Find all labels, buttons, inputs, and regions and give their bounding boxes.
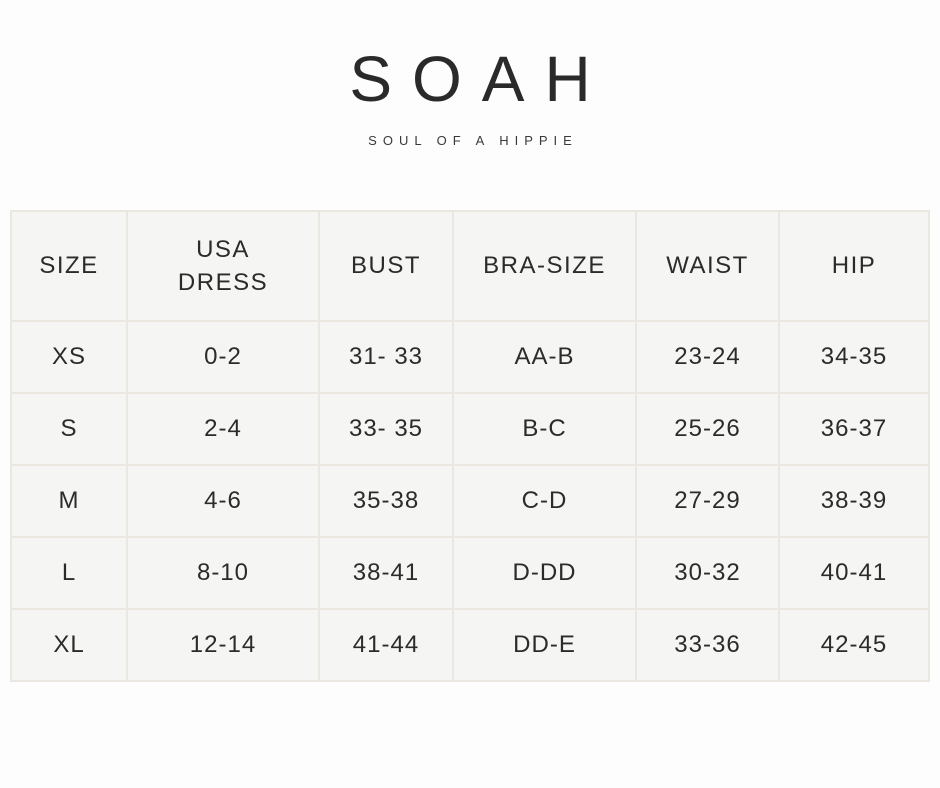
brand-header: SOAH SOUL OF A HIPPIE (0, 0, 940, 148)
cell-bust: 33- 35 (318, 392, 454, 467)
table-row-m: M 4-6 35-38 C-D 27-29 38-39 (10, 464, 930, 539)
cell-bra-size: AA-B (452, 320, 637, 395)
cell-size: S (10, 392, 128, 467)
cell-size: XL (10, 608, 128, 683)
cell-bust: 31- 33 (318, 320, 454, 395)
cell-bust: 41-44 (318, 608, 454, 683)
size-chart-section: SIZE USA DRESS BUST BRA-SIZE WAIST HIP X… (10, 210, 930, 683)
cell-bust: 35-38 (318, 464, 454, 539)
cell-bra-size: DD-E (452, 608, 637, 683)
cell-hip: 40-41 (778, 536, 930, 611)
cell-usa-dress: 2-4 (126, 392, 320, 467)
col-header-hip: HIP (778, 210, 930, 323)
cell-usa-dress: 4-6 (126, 464, 320, 539)
cell-bust: 38-41 (318, 536, 454, 611)
cell-size: L (10, 536, 128, 611)
table-row-l: L 8-10 38-41 D-DD 30-32 40-41 (10, 536, 930, 611)
table-row-s: S 2-4 33- 35 B-C 25-26 36-37 (10, 392, 930, 467)
cell-bra-size: D-DD (452, 536, 637, 611)
col-header-waist: WAIST (635, 210, 780, 323)
col-header-bra-size: BRA-SIZE (452, 210, 637, 323)
cell-waist: 30-32 (635, 536, 780, 611)
cell-usa-dress: 12-14 (126, 608, 320, 683)
cell-size: M (10, 464, 128, 539)
table-row-xs: XS 0-2 31- 33 AA-B 23-24 34-35 (10, 320, 930, 395)
brand-tagline: SOUL OF A HIPPIE (368, 133, 578, 149)
cell-waist: 27-29 (635, 464, 780, 539)
col-header-usa-dress: USA DRESS (126, 210, 320, 323)
table-row-xl: XL 12-14 41-44 DD-E 33-36 42-45 (10, 608, 930, 683)
cell-hip: 38-39 (778, 464, 930, 539)
cell-bra-size: C-D (452, 464, 637, 539)
cell-usa-dress: 8-10 (126, 536, 320, 611)
cell-waist: 33-36 (635, 608, 780, 683)
brand-logo: SOAH (349, 43, 611, 115)
cell-size: XS (10, 320, 128, 395)
header-row: SIZE USA DRESS BUST BRA-SIZE WAIST HIP (10, 210, 930, 323)
cell-hip: 42-45 (778, 608, 930, 683)
col-header-bust: BUST (318, 210, 454, 323)
col-header-size: SIZE (10, 210, 128, 323)
cell-bra-size: B-C (452, 392, 637, 467)
cell-usa-dress: 0-2 (126, 320, 320, 395)
cell-hip: 34-35 (778, 320, 930, 395)
size-chart-table: SIZE USA DRESS BUST BRA-SIZE WAIST HIP X… (10, 210, 930, 683)
cell-waist: 23-24 (635, 320, 780, 395)
cell-waist: 25-26 (635, 392, 780, 467)
cell-hip: 36-37 (778, 392, 930, 467)
